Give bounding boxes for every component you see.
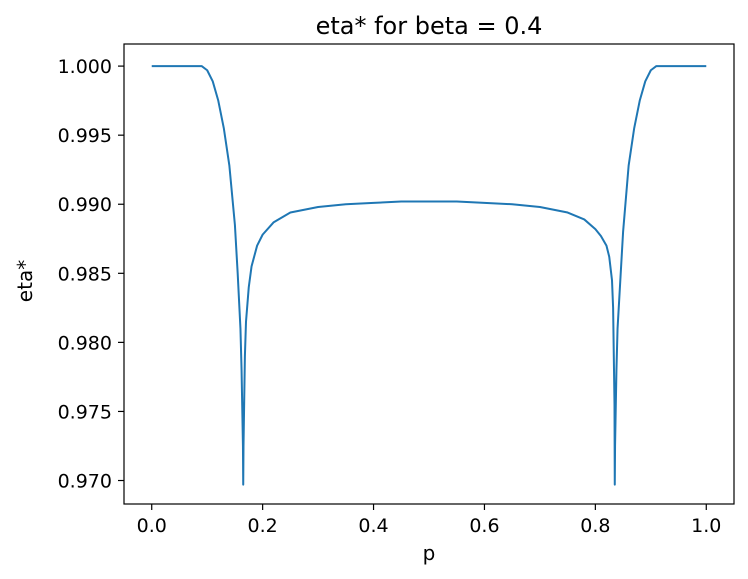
- x-axis-label: p: [423, 541, 436, 565]
- plot-area: 0.0 0.2 0.4 0.6 0.8 1.0 0.970 0.975 0.980 0.985 0.…: [58, 43, 735, 537]
- series-line-0: [151, 65, 707, 486]
- y-tick-label: 0.980: [58, 332, 112, 354]
- x-tick-label: 1.0: [691, 515, 721, 537]
- x-tick-label: 0.4: [358, 515, 388, 537]
- y-tick-label: 0.975: [58, 401, 112, 423]
- x-tick-label: 0.8: [580, 515, 610, 537]
- plot-frame: [123, 43, 735, 505]
- y-tick-label: 1.000: [58, 56, 112, 78]
- chart-title: eta* for beta = 0.4: [316, 12, 543, 40]
- x-tick-label: 0.0: [137, 515, 167, 537]
- y-tick-label: 0.970: [58, 471, 112, 493]
- y-tick-label: 0.985: [58, 263, 112, 285]
- x-tick-label: 0.6: [469, 515, 499, 537]
- y-axis-label: eta*: [13, 260, 37, 302]
- y-tick-label: 0.990: [58, 194, 112, 216]
- y-tick-label: 0.995: [58, 125, 112, 147]
- x-tick-label: 0.2: [248, 515, 278, 537]
